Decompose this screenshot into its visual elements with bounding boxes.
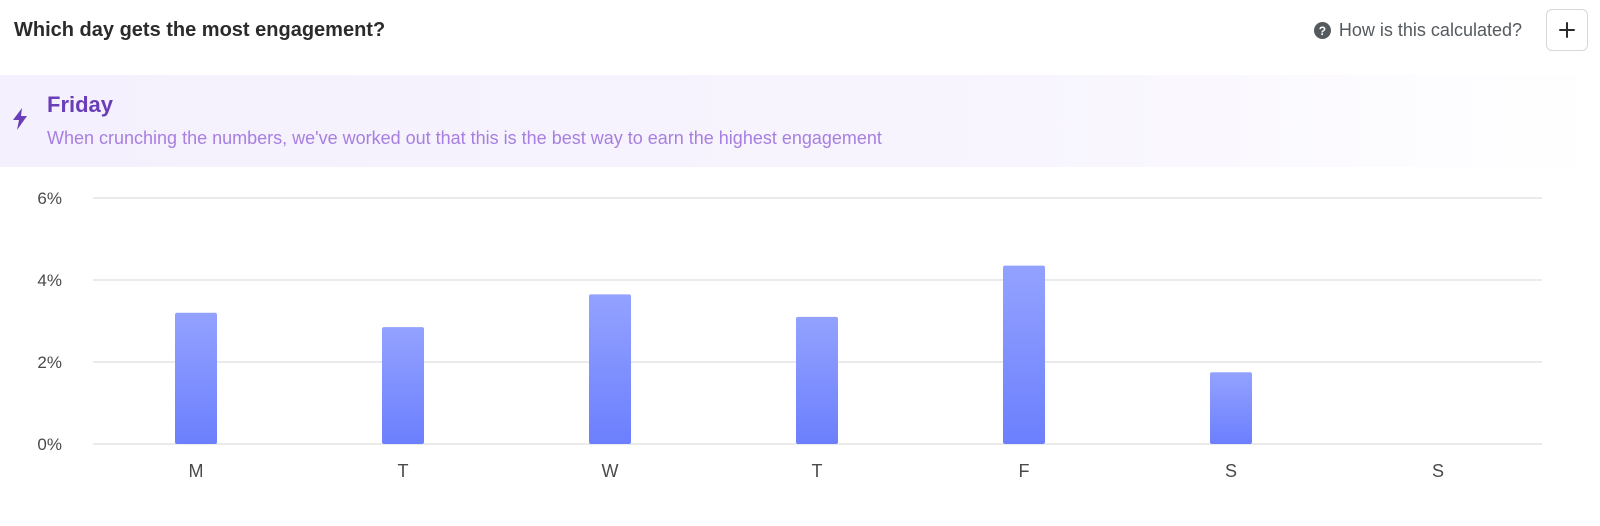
x-category-label: T [812, 461, 823, 481]
bar-0[interactable] [175, 312, 217, 444]
y-tick-label: 6% [37, 189, 62, 208]
question-circle-icon: ? [1313, 22, 1331, 39]
bar-5[interactable] [1210, 372, 1252, 444]
plus-icon [1559, 22, 1575, 38]
x-category-label: S [1432, 461, 1444, 481]
engagement-by-day-chart: 0% 2% 4% 6% M T W T F S S [0, 167, 1600, 521]
x-category-label: M [189, 461, 204, 481]
x-category-label: T [398, 461, 409, 481]
bar-2[interactable] [589, 294, 631, 444]
y-tick-label: 2% [37, 353, 62, 372]
add-button[interactable] [1546, 9, 1588, 51]
lightning-bolt-icon [13, 108, 27, 130]
x-category-label: F [1019, 461, 1030, 481]
best-day-subtitle: When crunching the numbers, we've worked… [47, 128, 882, 148]
best-day-title: Friday [47, 92, 114, 117]
how-calculated-link[interactable]: ? How is this calculated? [1313, 20, 1522, 41]
y-tick-label: 4% [37, 271, 62, 290]
how-calculated-label: How is this calculated? [1338, 20, 1522, 40]
bar-3[interactable] [796, 316, 838, 444]
bar-4[interactable] [1003, 265, 1045, 444]
y-tick-label: 0% [37, 435, 62, 454]
x-category-label: S [1225, 461, 1237, 481]
card-title: Which day gets the most engagement? [14, 19, 386, 41]
bar-chart: 0% 2% 4% 6% M T W T F S S [37, 189, 1542, 481]
best-day-banner: Friday When crunching the numbers, we've… [0, 75, 1600, 167]
x-category-label: W [602, 461, 619, 481]
card-header: Which day gets the most engagement? ? Ho… [0, 0, 1600, 75]
bar-1[interactable] [382, 327, 424, 444]
